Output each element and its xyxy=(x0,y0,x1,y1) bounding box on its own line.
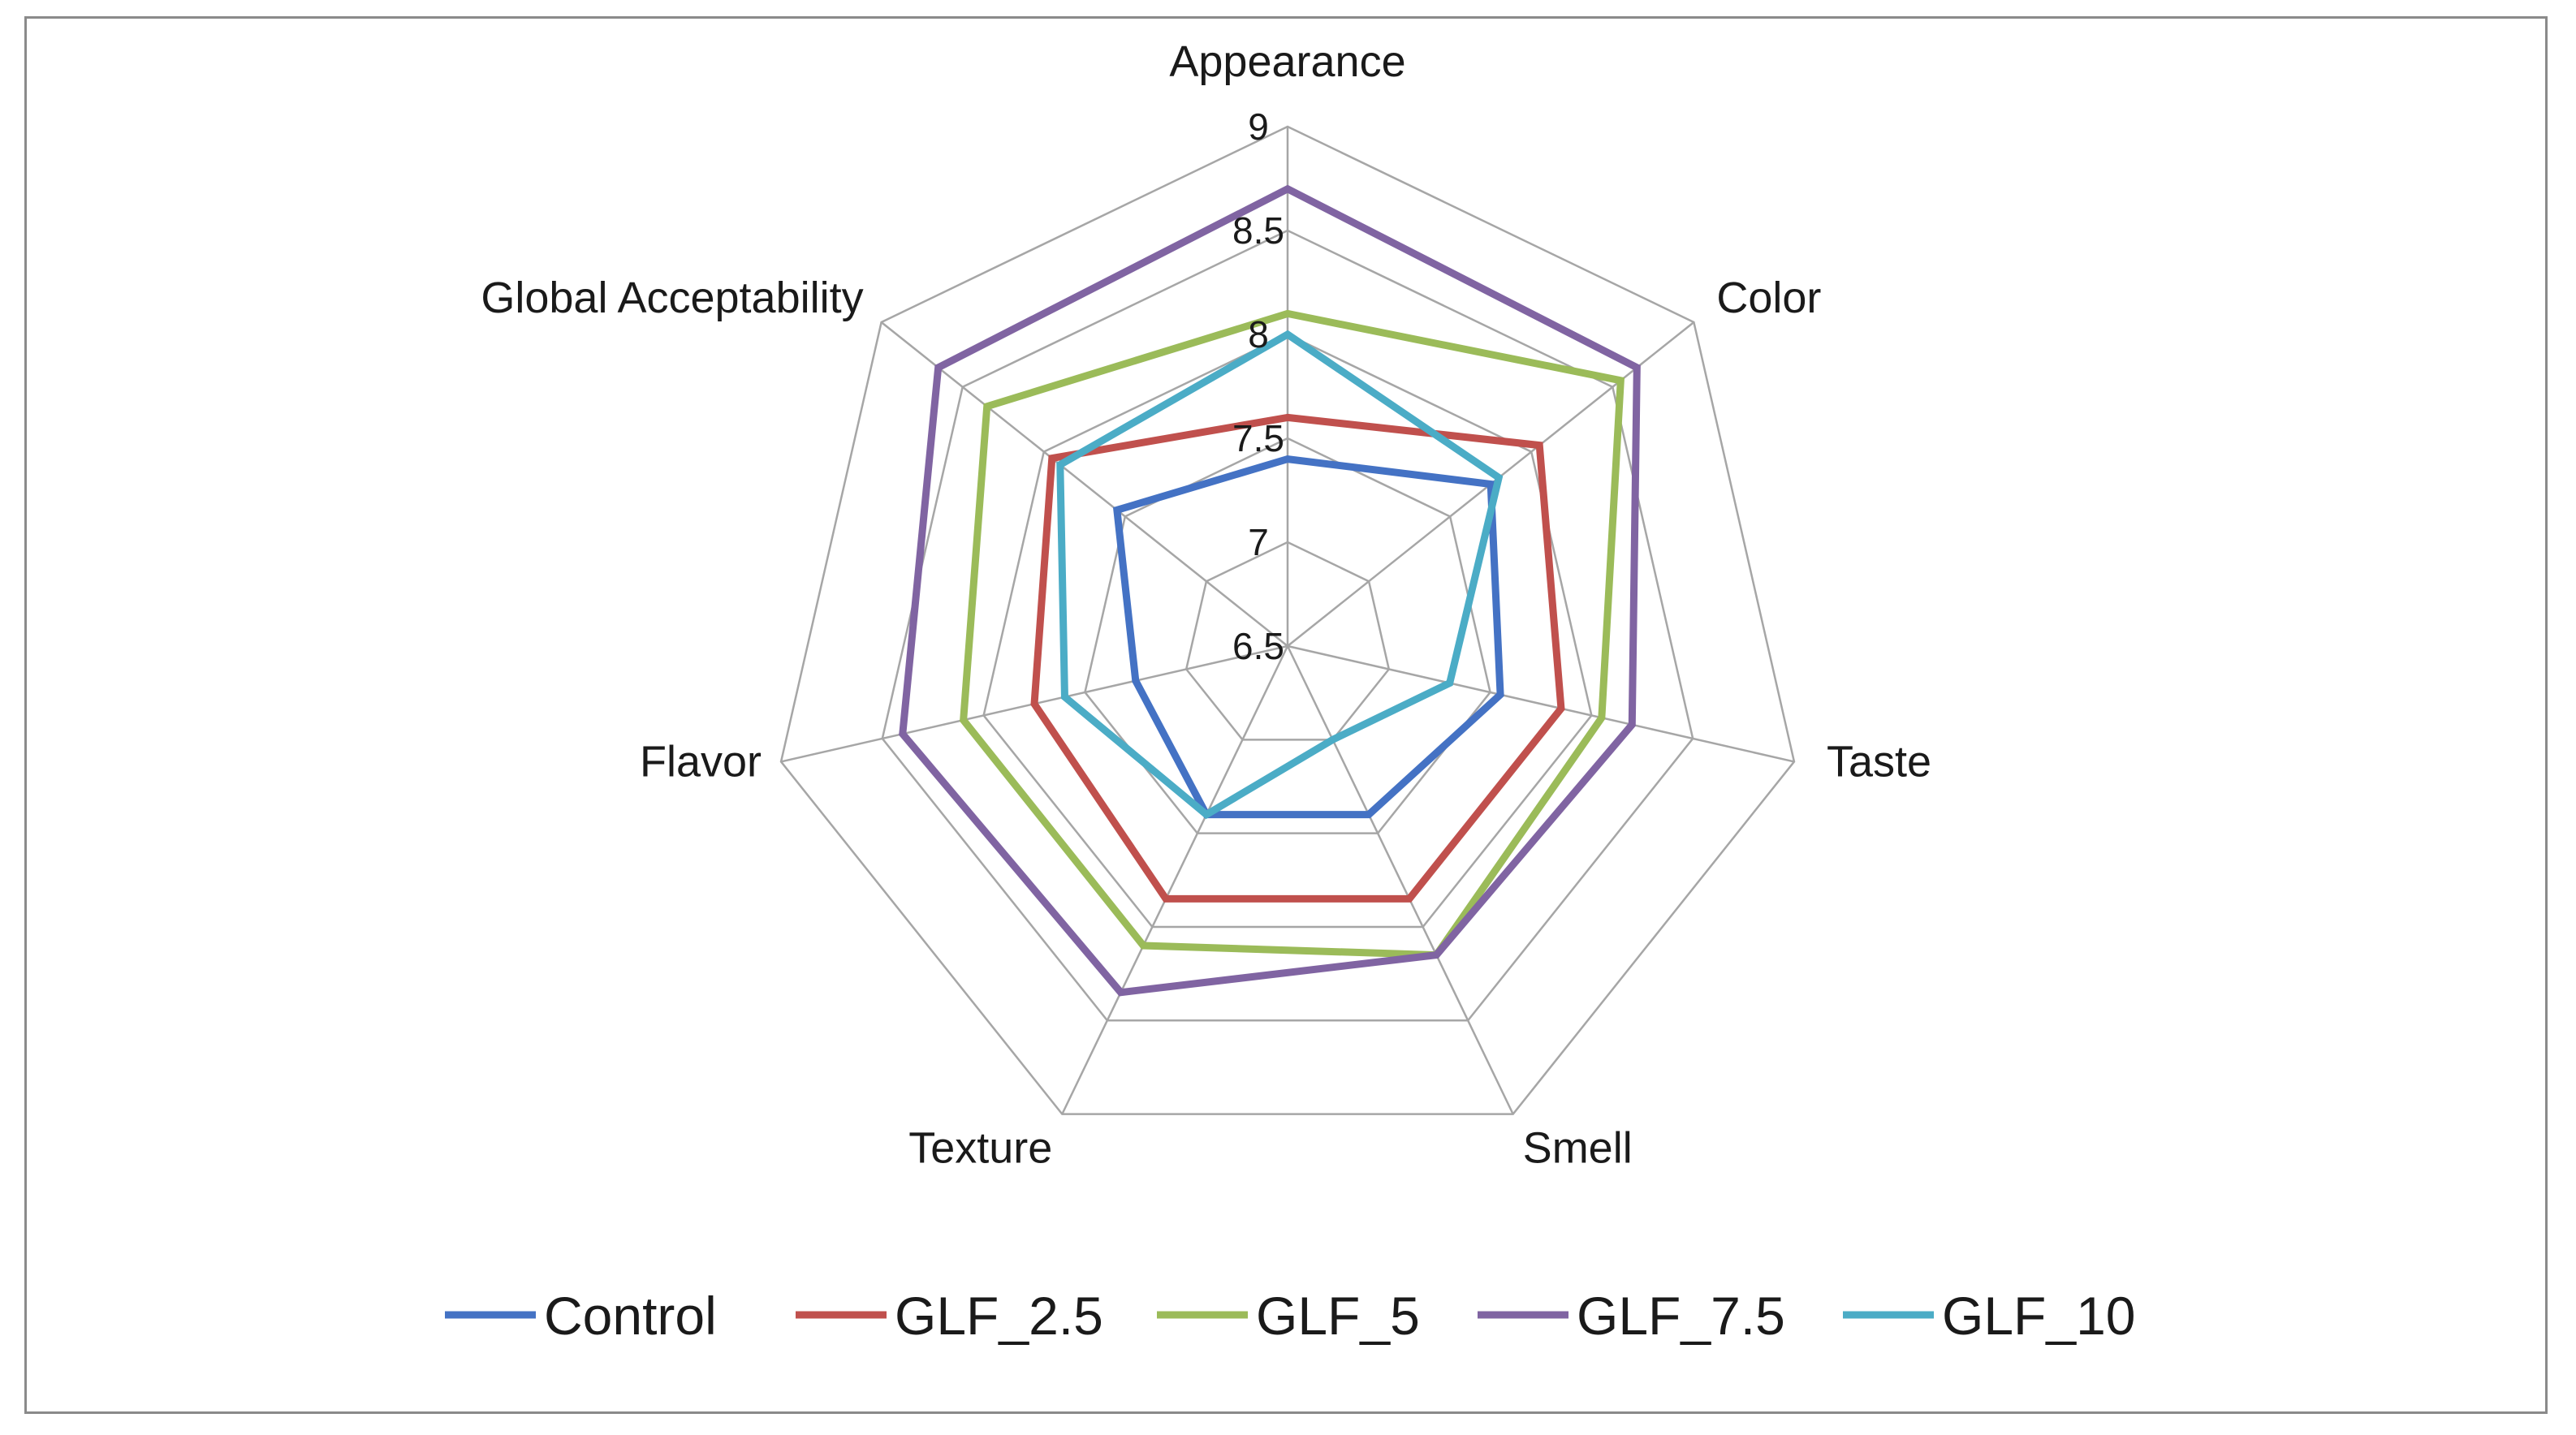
grid-ring xyxy=(779,125,1796,1115)
tick-label: 8.5 xyxy=(1232,209,1284,252)
grid-spoke xyxy=(880,321,1288,647)
axis-label-texture: Texture xyxy=(908,1124,1052,1173)
grid-spoke xyxy=(1061,645,1289,1115)
tick-label: 9 xyxy=(1248,106,1269,148)
series-line-glf-10 xyxy=(1056,330,1504,820)
tick-label: 7 xyxy=(1248,521,1269,563)
axis-label-smell: Smell xyxy=(1523,1124,1633,1173)
legend-layer: Control GLF_2.5 GLF_5 GLF_7.5 GLF_10 xyxy=(445,1286,2135,1346)
axis-label-appearance: Appearance xyxy=(1169,37,1405,86)
grid-spoke xyxy=(1287,644,1795,763)
axis-label-global-acceptability: Global Acceptability xyxy=(481,274,863,322)
tick-label: 6.5 xyxy=(1232,625,1284,667)
axis-label-flavor: Flavor xyxy=(640,737,762,786)
axis-label-layer: Appearance Color Taste Smell Texture Flavor Gl… xyxy=(481,37,1931,1173)
tick-label: 8 xyxy=(1248,313,1269,356)
grid-ring xyxy=(1184,541,1391,741)
series-layer xyxy=(899,184,1641,997)
grid-layer xyxy=(779,125,1796,1115)
legend-item: GLF_2.5 xyxy=(796,1286,1103,1346)
grid-spoke xyxy=(1286,645,1514,1115)
axis-label-taste: Taste xyxy=(1827,737,1931,786)
legend-label: GLF_2.5 xyxy=(895,1286,1103,1346)
legend-label: GLF_5 xyxy=(1256,1286,1420,1346)
legend-item: GLF_10 xyxy=(1843,1286,2135,1346)
legend-label: Control xyxy=(544,1286,717,1346)
axis-label-color: Color xyxy=(1716,274,1821,322)
tick-layer: 6.5 7 7.5 8 8.5 9 xyxy=(1232,106,1284,667)
legend-label: GLF_7.5 xyxy=(1577,1286,1785,1346)
series-line-glf-7-5 xyxy=(899,184,1641,997)
legend-label: GLF_10 xyxy=(1942,1286,2135,1346)
grid-ring xyxy=(881,229,1694,1022)
chart-frame xyxy=(24,16,2548,1414)
legend-item: GLF_7.5 xyxy=(1478,1286,1785,1346)
legend-item: Control xyxy=(445,1286,717,1346)
legend-item: GLF_5 xyxy=(1157,1286,1420,1346)
tick-label: 7.5 xyxy=(1232,417,1284,459)
series-line-glf-2-5 xyxy=(1030,413,1565,903)
series-line-glf-5 xyxy=(960,309,1625,959)
